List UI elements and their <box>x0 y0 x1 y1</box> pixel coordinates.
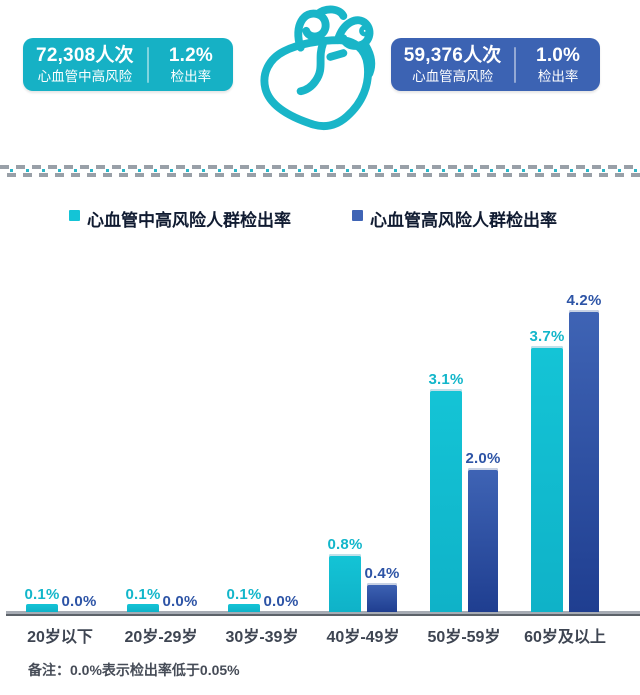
legend-item-0: 心血管中高风险人群检出率 <box>69 206 291 231</box>
category-label-40岁-49岁: 40岁-49岁 <box>326 629 400 646</box>
stat-count-block: 59,376人次 心血管高风险 <box>391 45 514 84</box>
stat-card-divider <box>146 46 149 83</box>
x-axis-baseline <box>6 611 640 616</box>
stat-card-high-risk: 59,376人次 心血管高风险 1.0% 检出率 <box>391 38 600 91</box>
value-label-series1-60岁及以上: 4.2% <box>566 292 602 309</box>
stat-count: 59,376人次 <box>403 44 502 66</box>
stat-rate: 1.2% <box>168 44 213 66</box>
bar-series1-40岁-49岁 <box>367 583 397 612</box>
footnote: 备注：0.0%表示检出率低于0.05% <box>28 662 240 678</box>
legend-label: 心血管中高风险人群检出率 <box>87 211 291 230</box>
bar-series0-20岁以下 <box>26 604 58 612</box>
value-label-series1-30岁-39岁: 0.0% <box>263 593 299 610</box>
value-label-series0-20岁以下: 0.1% <box>24 586 60 603</box>
value-label-series1-50岁-59岁: 2.0% <box>465 450 501 467</box>
legend-label: 心血管高风险人群检出率 <box>370 211 557 230</box>
legend-item-1: 心血管高风险人群检出率 <box>352 206 557 231</box>
bar-series1-60岁及以上 <box>569 310 599 612</box>
stat-rate: 1.0% <box>536 44 581 66</box>
category-label-60岁及以上: 60岁及以上 <box>524 629 606 646</box>
category-label-20岁以下: 20岁以下 <box>27 629 93 646</box>
stat-rate-block: 1.2% 检出率 <box>149 45 233 84</box>
bar-series0-20岁-29岁 <box>127 604 159 612</box>
category-label-50岁-59岁: 50岁-59岁 <box>427 629 501 646</box>
dashed-separator <box>0 165 640 177</box>
stat-label: 心血管高风险 <box>412 68 494 84</box>
heart-icon <box>252 3 392 133</box>
value-label-series1-20岁-29岁: 0.0% <box>162 593 198 610</box>
bar-series0-50岁-59岁 <box>430 389 462 612</box>
category-label-30岁-39岁: 30岁-39岁 <box>225 629 299 646</box>
stat-rate-block: 1.0% 检出率 <box>516 45 600 84</box>
category-label-20岁-29岁: 20岁-29岁 <box>124 629 198 646</box>
stat-label: 心血管中高风险 <box>37 68 133 84</box>
value-label-series0-30岁-39岁: 0.1% <box>226 586 262 603</box>
bar-series0-60岁及以上 <box>531 346 563 612</box>
bar-series0-40岁-49岁 <box>329 554 361 612</box>
bar-plot: 0.1% 0.0% 20岁以下 0.1% 0.0% 20岁-29岁 0.1% 0.0% 30岁-… <box>0 276 640 646</box>
stat-rate-label: 检出率 <box>537 68 579 84</box>
stat-count: 72,308人次 <box>36 44 134 66</box>
stat-card-mid-high-risk: 72,308人次 心血管中高风险 1.2% 检出率 <box>23 38 233 91</box>
stat-rate-label: 检出率 <box>170 68 212 84</box>
value-label-series0-40岁-49岁: 0.8% <box>327 536 363 553</box>
bar-series1-50岁-59岁 <box>468 468 498 612</box>
bar-series0-30岁-39岁 <box>228 604 260 612</box>
value-label-series1-40岁-49岁: 0.4% <box>364 565 400 582</box>
legend-swatch <box>352 210 363 221</box>
stat-count-block: 72,308人次 心血管中高风险 <box>23 45 147 84</box>
legend-swatch <box>69 210 80 221</box>
stat-card-divider <box>514 46 517 83</box>
value-label-series0-50岁-59岁: 3.1% <box>428 371 464 388</box>
value-label-series0-20岁-29岁: 0.1% <box>125 586 161 603</box>
value-label-series1-20岁以下: 0.0% <box>61 593 97 610</box>
value-label-series0-60岁及以上: 3.7% <box>529 328 565 345</box>
